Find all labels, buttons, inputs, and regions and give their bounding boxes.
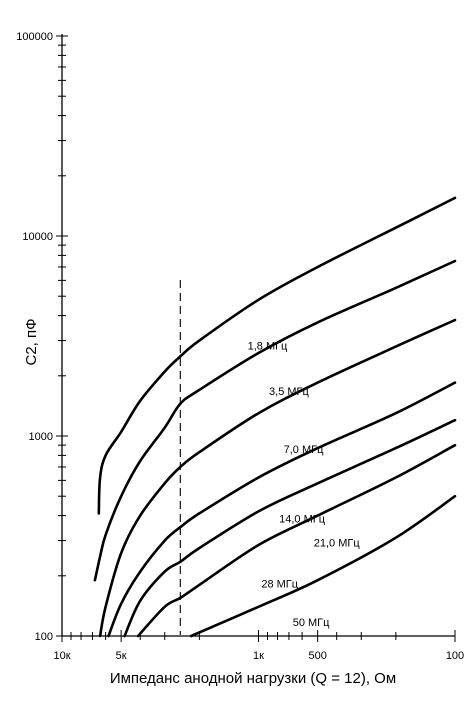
series-labels: 1,8 МГц 3,5 МГц 7,0 МГц 14,0 МГц 21,0 МГц 28 … [248, 341, 361, 629]
series-label-6: 28 МГц [261, 578, 298, 590]
x-axis-title: Импеданс анодной нагрузки (Q = 12), Ом [110, 670, 396, 687]
x-tick-label: 10к [53, 650, 70, 662]
series-line-7 [189, 494, 457, 638]
x-tick-label: 5к [116, 650, 127, 662]
y-tick-label: 100 [35, 631, 53, 643]
x-tick-label: 1к [253, 650, 264, 662]
series-line-2 [93, 259, 457, 582]
series-lines [93, 196, 457, 638]
y-tick-label: 10000 [22, 231, 53, 243]
series-label-4: 14,0 МГц [279, 513, 326, 525]
y-tick-label: 1000 [29, 431, 53, 443]
series-label-1: 1,8 МГц [248, 341, 288, 353]
series-line-1 [97, 196, 457, 515]
series-line-5 [123, 418, 457, 638]
series-label-7: 50 МГц [293, 617, 330, 629]
series-label-2: 3,5 МГц [269, 386, 309, 398]
series-label-3: 7,0 МГц [284, 444, 324, 456]
series-label-5: 21,0 МГц [314, 538, 361, 550]
series-line-3 [98, 318, 457, 638]
y-tick-label: 100000 [16, 31, 53, 43]
series-line-4 [107, 381, 457, 638]
y-axis-title: С2, пФ [23, 318, 40, 365]
tick-marks [56, 35, 456, 642]
tick-labels: 100 1000 10000 100000 10к 5к 1к 500 100 [16, 31, 464, 662]
series-line-6 [136, 443, 457, 638]
x-tick-label: 500 [308, 650, 326, 662]
x-tick-label: 100 [446, 650, 464, 662]
